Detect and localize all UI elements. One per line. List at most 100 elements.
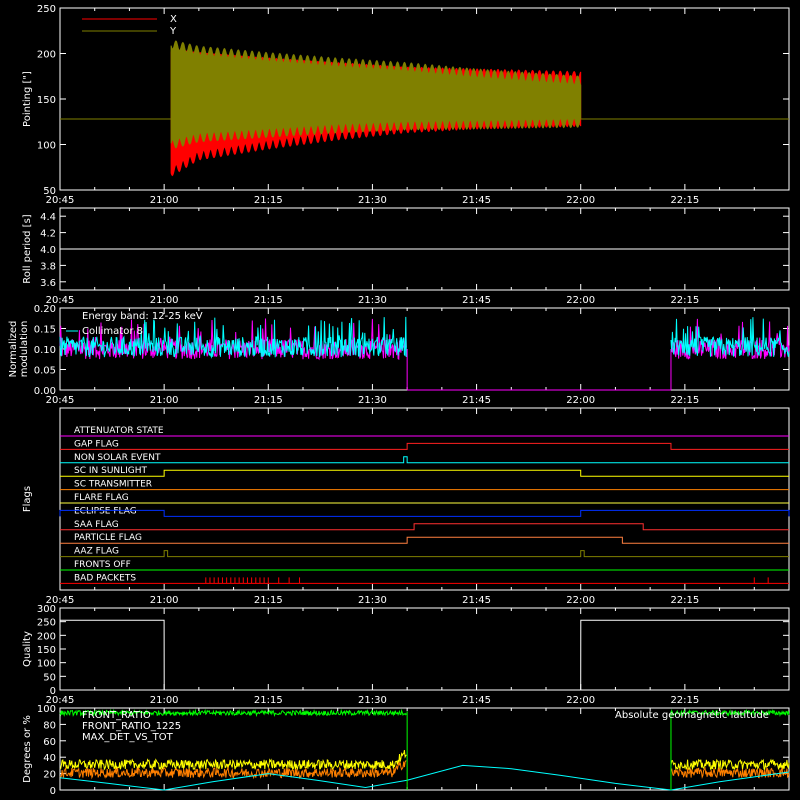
x-tick-label: 21:15 [254, 395, 283, 406]
y-tick-label: 0 [50, 786, 56, 797]
x-tick-label: 20:45 [46, 695, 75, 706]
flag-label: BAD PACKETS [74, 573, 136, 583]
x-tick-label: 22:15 [670, 595, 699, 606]
y-tick-label: 0.05 [34, 366, 56, 377]
flag-label: NON SOLAR EVENT [74, 453, 161, 463]
y-axis-label: Quality [22, 631, 33, 667]
series-band-y [170, 40, 582, 149]
y-axis-label: Degrees or % [22, 715, 33, 783]
x-tick-label: 20:45 [46, 195, 75, 206]
y-tick-label: 0.15 [34, 325, 56, 336]
y-tick-label: 150 [37, 95, 56, 106]
flag-line [60, 536, 789, 544]
flag-line [60, 523, 789, 531]
legend-label: X [170, 14, 177, 25]
flag-line [60, 456, 789, 464]
y-axis-label: Flags [22, 486, 33, 512]
flag-line [59, 509, 790, 517]
flag-line [60, 469, 789, 477]
flag-line [60, 442, 789, 450]
x-tick-label: 21:15 [254, 595, 283, 606]
x-tick-label: 21:15 [254, 295, 283, 306]
x-tick-label: 21:15 [254, 695, 283, 706]
degrees-series [59, 760, 407, 780]
x-tick-label: 21:45 [462, 195, 491, 206]
legend-label: FRONT_RATIO_1225 [82, 721, 181, 732]
y-axis-label: Roll period [s] [22, 214, 33, 283]
degrees-series [670, 766, 790, 779]
y-axis-label-line2: modulation [19, 321, 30, 378]
x-tick-label: 20:45 [46, 295, 75, 306]
y-tick-label: 60 [43, 737, 56, 748]
flag-label: SC TRANSMITTER [74, 480, 152, 490]
y-tick-label: 0.10 [34, 345, 56, 356]
x-tick-label: 21:00 [150, 395, 179, 406]
flag-label: FLARE FLAG [74, 493, 129, 503]
flag-label: AAZ FLAG [74, 547, 119, 557]
legend-label: Absolute geomagnetic latitude [615, 710, 769, 721]
x-tick-label: 21:45 [462, 295, 491, 306]
x-tick-label: 21:30 [358, 195, 387, 206]
y-axis-label: Pointing ["] [22, 71, 33, 127]
x-tick-label: 22:00 [566, 395, 595, 406]
y-tick-label: 50 [43, 186, 56, 197]
x-tick-label: 21:15 [254, 195, 283, 206]
x-tick-label: 21:00 [150, 595, 179, 606]
y-tick-label: 0.20 [34, 304, 56, 315]
panel-frame [59, 407, 790, 591]
x-tick-label: 22:15 [670, 695, 699, 706]
y-tick-label: 50 [43, 672, 56, 683]
y-tick-label: 4.4 [40, 212, 56, 223]
degrees-series [59, 708, 407, 718]
y-tick-label: 200 [37, 631, 56, 642]
flag-label: FRONTS OFF [74, 560, 131, 570]
x-tick-label: 21:45 [462, 595, 491, 606]
y-tick-label: 100 [37, 704, 56, 715]
flag-label: SAA FLAG [74, 520, 119, 530]
legend-label: Y [169, 26, 177, 37]
y-tick-label: 3.8 [40, 261, 56, 272]
flag-label: SC IN SUNLIGHT [74, 466, 148, 476]
degrees-series [670, 708, 790, 717]
panel-frame [59, 707, 790, 791]
y-tick-label: 0.00 [34, 386, 56, 397]
x-tick-label: 21:00 [150, 195, 179, 206]
y-tick-label: 150 [37, 645, 56, 656]
y-tick-label: 80 [43, 720, 56, 731]
x-tick-label: 22:00 [566, 295, 595, 306]
x-tick-label: 21:45 [462, 395, 491, 406]
y-axis-label-line1: Normalized [8, 321, 19, 378]
annotation-collimator: Collimator 8 [82, 326, 143, 337]
x-tick-label: 22:15 [670, 395, 699, 406]
y-tick-label: 100 [37, 141, 56, 152]
flag-label: GAP FLAG [74, 439, 119, 449]
x-tick-label: 22:00 [566, 595, 595, 606]
y-axis-label: Normalizedmodulation [8, 321, 30, 378]
x-tick-label: 21:30 [358, 395, 387, 406]
modulation-series [670, 318, 790, 360]
modulation-series [59, 316, 407, 359]
x-tick-label: 21:30 [358, 695, 387, 706]
modulation-series [670, 317, 790, 357]
y-tick-label: 100 [37, 659, 56, 670]
legend-label: FRONT_RATIO [82, 710, 151, 721]
x-tick-label: 22:00 [566, 195, 595, 206]
x-tick-label: 22:00 [566, 695, 595, 706]
degrees-series [59, 750, 407, 771]
x-tick-label: 21:45 [462, 695, 491, 706]
y-tick-label: 3.6 [40, 278, 56, 289]
annotation-energy-band: Energy band: 12-25 keV [82, 311, 203, 322]
flag-label: PARTICLE FLAG [74, 533, 142, 543]
y-tick-label: 0 [50, 686, 56, 697]
y-tick-label: 20 [43, 770, 56, 781]
y-tick-label: 4.2 [40, 229, 56, 240]
quality-series [60, 619, 789, 691]
flag-label: ECLIPSE FLAG [74, 506, 137, 516]
y-tick-label: 300 [37, 604, 56, 615]
flag-label: ATTENUATOR STATE [74, 426, 164, 436]
y-tick-label: 200 [37, 50, 56, 61]
y-tick-label: 250 [37, 4, 56, 15]
x-tick-label: 20:45 [46, 595, 75, 606]
x-tick-label: 20:45 [46, 395, 75, 406]
